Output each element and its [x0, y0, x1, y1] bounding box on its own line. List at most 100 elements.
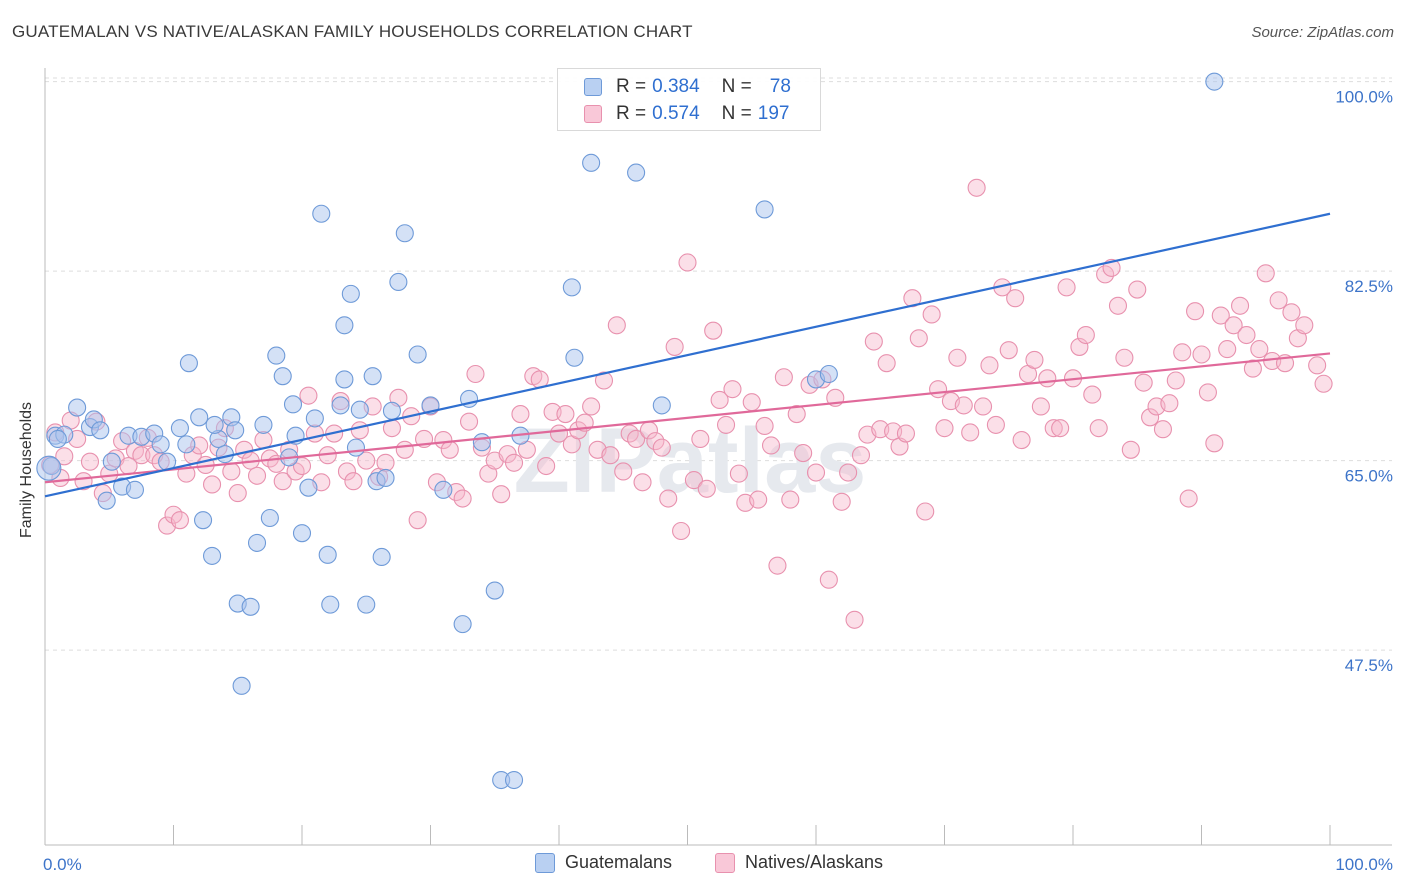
legend-item-natives[interactable]: Natives/Alaskans [715, 852, 883, 873]
native-point [1218, 340, 1237, 359]
tick-labels: 47.5% 65.0% 82.5% 100.0% 0.0% 100.0% [43, 88, 1393, 874]
native-point [350, 421, 369, 440]
guatemalan-point [562, 278, 581, 297]
native-point [607, 316, 626, 335]
guatemalan-point [350, 400, 369, 419]
guatemalan-point [346, 438, 366, 457]
legend-item-guatemalans[interactable]: Guatemalans [535, 852, 672, 873]
native-point [723, 380, 742, 399]
chart-title: GUATEMALAN VS NATIVE/ALASKAN FAMILY HOUS… [12, 22, 693, 41]
native-point [1089, 419, 1108, 438]
guatemalan-point [283, 395, 303, 414]
native-point [684, 471, 703, 490]
pink-swatch [584, 105, 602, 123]
native-point [922, 305, 941, 324]
native-point [395, 440, 414, 459]
guatemalan-point [267, 346, 286, 365]
native-point [1160, 394, 1179, 413]
native-point [537, 456, 556, 476]
guatemalan-point [627, 163, 646, 182]
watermark: ZIPatlas [514, 410, 867, 512]
native-point [440, 440, 459, 459]
legend-label-natives: Natives/Alaskans [745, 852, 884, 872]
guatemalan-point [292, 524, 312, 543]
y-axis-title: Family Households [18, 401, 35, 539]
native-point [1282, 303, 1301, 322]
guatemalan-point [170, 419, 189, 438]
native-point [1186, 302, 1205, 321]
guatemalan-point [125, 480, 144, 499]
native-point [1057, 278, 1076, 297]
guatemalan-point [151, 435, 170, 454]
native-point [935, 419, 954, 438]
guatemalan-point [372, 547, 391, 567]
x-tick-label-min: 0.0% [43, 855, 82, 874]
legend-row-guatemalans: R = 0.384 N = 78 [584, 75, 813, 99]
native-point [1250, 340, 1269, 359]
native-point [247, 466, 267, 485]
native-point [556, 405, 575, 424]
native-point [832, 492, 851, 511]
native-point [672, 521, 691, 541]
r-label: R = [616, 103, 647, 124]
native-point [774, 368, 793, 387]
native-point [228, 484, 247, 503]
native-point [1134, 373, 1153, 392]
guatemalan-point [408, 345, 427, 364]
native-point [614, 462, 633, 481]
native-point [337, 462, 357, 481]
n-label: N = [721, 76, 752, 97]
grid-lines [45, 77, 1392, 651]
guatemalan-point [395, 224, 414, 243]
native-point [408, 511, 427, 530]
native-point [1192, 345, 1211, 364]
guatemalan-point [102, 452, 121, 471]
guatemalan-point [205, 415, 224, 434]
guatemalan-point [819, 364, 838, 384]
native-point [948, 348, 967, 367]
native-point [1031, 397, 1050, 416]
guatemalan-point [305, 409, 324, 428]
native-point [1308, 356, 1327, 375]
native-point [633, 473, 652, 492]
native-point [492, 485, 511, 504]
natives-points [41, 178, 1333, 629]
native-point [691, 429, 710, 449]
guatemalans-points [36, 72, 1224, 790]
native-point [1269, 291, 1288, 310]
native-point [55, 447, 74, 466]
native-point [357, 451, 376, 470]
n-value: 78 [769, 76, 791, 97]
native-point [961, 423, 980, 442]
native-point [1166, 371, 1185, 390]
native-point [704, 321, 723, 340]
guatemalan-point [226, 421, 245, 440]
r-value: 0.574 [652, 103, 700, 124]
native-point [1006, 289, 1025, 308]
native-point [1070, 337, 1089, 356]
native-point [170, 511, 189, 530]
native-point [1012, 430, 1031, 450]
native-point [742, 393, 761, 412]
y-tick-label: 100.0% [1335, 88, 1393, 107]
native-point [755, 416, 774, 436]
native-point [1231, 296, 1250, 315]
guatemalan-point [472, 433, 491, 452]
native-point [819, 570, 838, 589]
native-point [999, 341, 1018, 360]
guatemalan-point [434, 480, 453, 499]
native-point [678, 253, 697, 272]
y-tick-label: 82.5% [1345, 277, 1393, 296]
guatemalan-point [755, 200, 774, 219]
native-point [659, 489, 678, 508]
native-point [1211, 306, 1230, 325]
native-point [1128, 280, 1147, 299]
guatemalan-point [389, 272, 408, 292]
r-label: R = [616, 76, 647, 97]
native-point [954, 396, 973, 415]
native-point [916, 502, 935, 521]
native-point [1198, 383, 1217, 402]
n-value: 197 [757, 103, 790, 124]
native-point [794, 443, 813, 463]
native-point [1295, 316, 1314, 335]
